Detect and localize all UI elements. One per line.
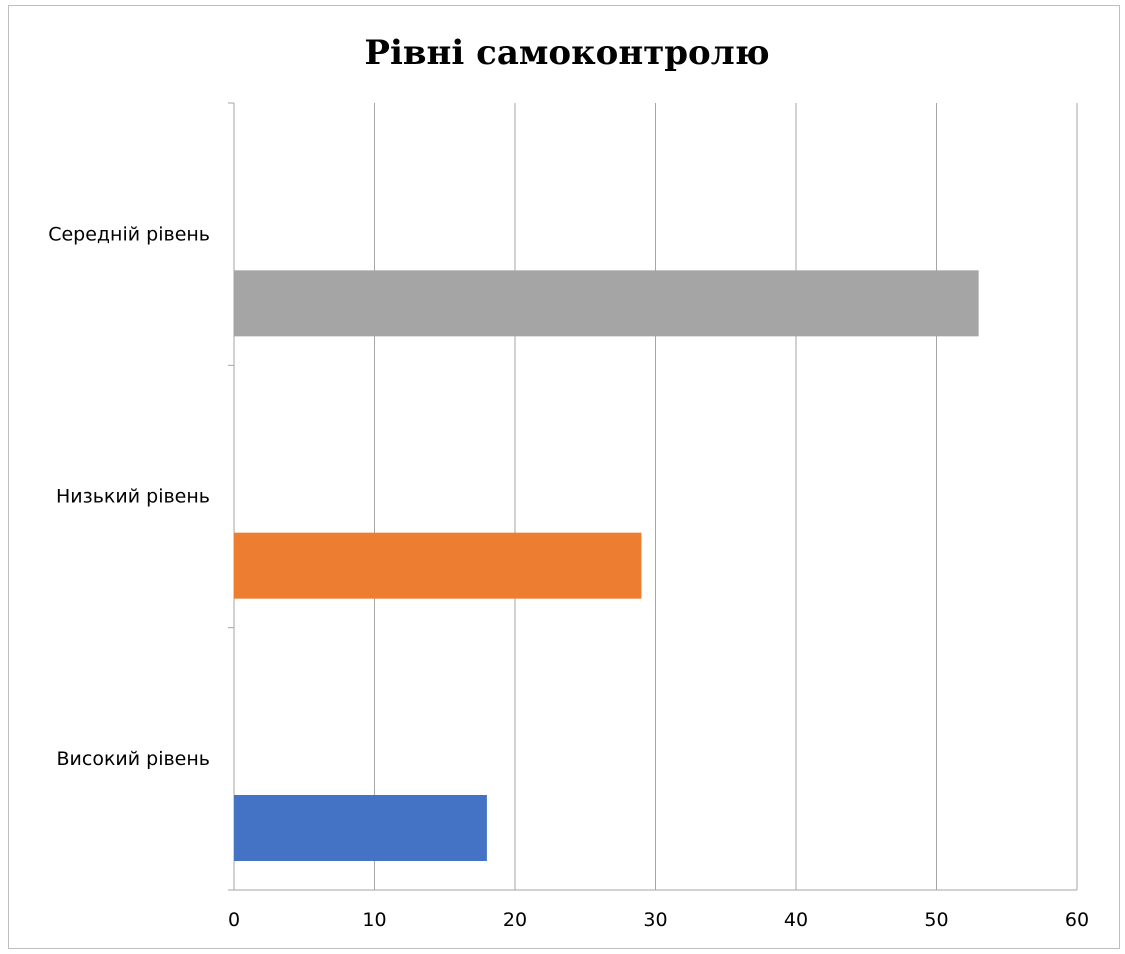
category-label-2: Низький рівень bbox=[56, 486, 210, 508]
x-tick-label-60: 60 bbox=[1065, 909, 1089, 931]
x-tick-labels: 0 10 20 30 40 50 60 bbox=[228, 909, 1089, 931]
axes bbox=[228, 102, 1077, 891]
x-tick-label-40: 40 bbox=[784, 909, 808, 931]
gridlines bbox=[374, 103, 1078, 890]
x-tick-label-30: 30 bbox=[643, 909, 667, 931]
category-label-3: Середній рівень bbox=[48, 223, 210, 245]
chart-title: Рівні самоконтролю bbox=[364, 33, 769, 73]
category-labels: Високий рівень Низький рівень Середній рів… bbox=[48, 223, 210, 770]
bar-1 bbox=[234, 795, 487, 861]
category-label-1: Високий рівень bbox=[56, 748, 210, 770]
bar-2 bbox=[234, 532, 642, 599]
x-tick-label-20: 20 bbox=[503, 909, 527, 931]
bars bbox=[234, 270, 979, 861]
bar-3 bbox=[234, 270, 979, 337]
x-tick-label-50: 50 bbox=[924, 909, 948, 931]
chart-frame bbox=[8, 5, 1120, 949]
x-tick-label-10: 10 bbox=[362, 909, 386, 931]
x-tick-label-0: 0 bbox=[228, 909, 240, 931]
